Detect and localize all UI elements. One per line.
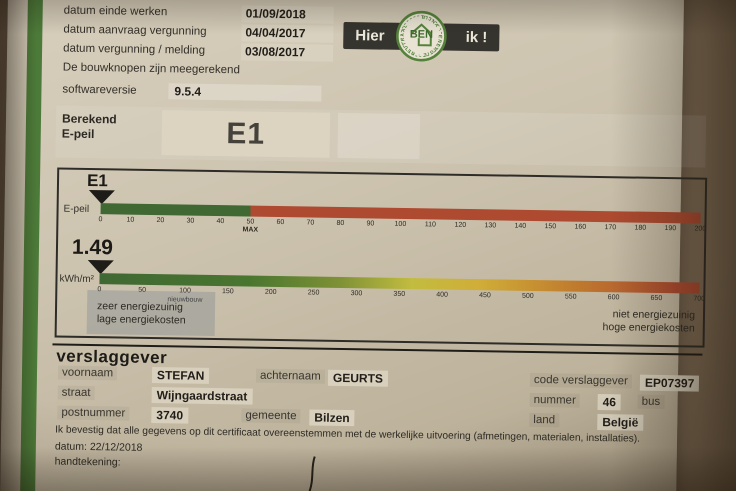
tick-label: 200 (264, 288, 277, 296)
field-label: gemeente (241, 408, 301, 424)
house-outline-icon (411, 23, 432, 47)
tick-label: 170 (604, 224, 617, 232)
tick-label: 180 (634, 224, 647, 232)
berekend-epeil-section: Berekend E-peil E1 (55, 105, 707, 168)
date-line: datum: 22/12/2018 (55, 440, 143, 453)
caption-inefficient: niet energiezuinig hoge energiekosten (602, 308, 696, 335)
epeil-scale: E1 E-peil 0 10 20 30 40 50 60 70 80 90 100 110 120 13… (59, 170, 707, 234)
kwh-scale: 1.49 kWh/m² 0 50 100 150 200 250 300 350 400 450 5… (59, 170, 705, 304)
field-value: België (597, 413, 644, 431)
field-label: land (529, 412, 560, 428)
tick-label: 100 (394, 220, 407, 228)
field-value: 03/08/2017 (240, 42, 334, 62)
field-label: achternaam (255, 368, 325, 384)
energy-scales-panel: E1 E-peil 0 10 20 30 40 50 60 70 80 90 100 110 120 13… (54, 167, 708, 348)
empty-value-box (337, 112, 421, 160)
tick-label: 20 (156, 217, 165, 225)
field-value: 01/09/2018 (241, 4, 334, 24)
tick-label: 70 (306, 219, 315, 227)
tick-label: 80 (336, 219, 345, 227)
certificate-paper: datum einde werken 01/09/2018 datum aanv… (0, 0, 708, 491)
kwh-marker-value: 1.49 (71, 235, 114, 260)
tick-label: 40 (216, 217, 225, 226)
berekend-label: Berekend E-peil (61, 111, 117, 142)
field-label: softwareversie (62, 83, 137, 97)
tick-label: 550 (564, 293, 577, 301)
tick-label: 500 (521, 292, 534, 300)
field-value: 3740 (151, 406, 189, 424)
tick-label: 90 (366, 220, 375, 228)
tick-label: 300 (350, 290, 363, 298)
field-label: code verslaggever (529, 372, 633, 389)
tick-label: 450 (479, 292, 491, 300)
epeil-result-value: E1 (161, 110, 331, 158)
table-row: datum vergunning / melding 03/08/2017 (63, 40, 334, 62)
tick-label: 150 (544, 223, 557, 231)
date-value: 22/12/2018 (89, 441, 143, 454)
tick-label: 700 (693, 295, 706, 303)
tick-label: 50 (246, 218, 255, 226)
tick-label: 190 (664, 225, 677, 233)
signature-stroke (308, 456, 316, 491)
tick-label: 600 (607, 294, 620, 302)
field-label: datum vergunning / melding (63, 42, 206, 57)
field-label: datum: (54, 440, 88, 453)
tick-label: 60 (276, 218, 285, 227)
tick-label: 400 (436, 291, 449, 299)
field-value: 46 (597, 393, 622, 411)
tick-label: MAX (242, 226, 259, 234)
tick-label: 10 (126, 216, 135, 224)
field-label: postnummer (57, 405, 130, 421)
field-value: Wijngaardstraat (151, 386, 253, 405)
field-value: GEURTS (327, 369, 389, 387)
field-label: datum aanvraag vergunning (63, 23, 207, 38)
field-value: STEFAN (151, 366, 210, 384)
field-label: datum einde werken (63, 4, 168, 19)
field-value: Bilzen (309, 409, 355, 427)
tick-label: 160 (574, 223, 587, 231)
badge-text-right: ik ! (465, 28, 488, 47)
field-value: 04/04/2017 (241, 23, 334, 43)
tick-label: 120 (454, 221, 467, 229)
field-value: EP07397 (639, 374, 700, 392)
tick-label: 350 (393, 290, 406, 298)
tick-label: 150 (221, 288, 234, 296)
software-version-value: 9.5.4 (168, 83, 322, 102)
epeil-marker-value: E1 (86, 170, 108, 191)
tick-label: 200 (694, 225, 707, 233)
field-label: voornaam (57, 365, 118, 381)
tick-label: 0 (98, 216, 103, 224)
caption-efficient: zeer energiezuinig lage energiekosten (96, 300, 186, 327)
field-label: straat (57, 385, 95, 401)
green-edge-stripe (19, 0, 44, 491)
tick-label: 250 (307, 289, 320, 297)
bouwknopen-note: De bouwknopen zijn meegerekend (62, 61, 240, 77)
ben-seal-icon: BIJNA · ENERGIE · NEUTRAAL BEN (395, 10, 448, 63)
ben-label: BEN (410, 29, 433, 41)
tick-label: 130 (484, 222, 497, 230)
epeil-axis-label: E-peil (63, 203, 90, 215)
tick-label: 110 (424, 221, 437, 229)
certificate-content: datum einde werken 01/09/2018 datum aanv… (50, 0, 710, 491)
field-label: bus (637, 394, 665, 410)
badge-text-left: Hier (355, 27, 385, 45)
field-label: nummer (529, 392, 580, 408)
table-row: softwareversie 9.5.4 (62, 82, 322, 102)
tick-label: 30 (186, 217, 195, 225)
signature-label: handtekening: (54, 455, 121, 469)
kwh-axis-label: kWh/m² (59, 273, 95, 286)
tick-label: 140 (514, 222, 527, 230)
hier-ben-ik-badge: Hier ik ! BIJNA · ENERGIE · NEUTRAAL BEN (343, 8, 500, 68)
tick-label: 650 (650, 294, 663, 302)
